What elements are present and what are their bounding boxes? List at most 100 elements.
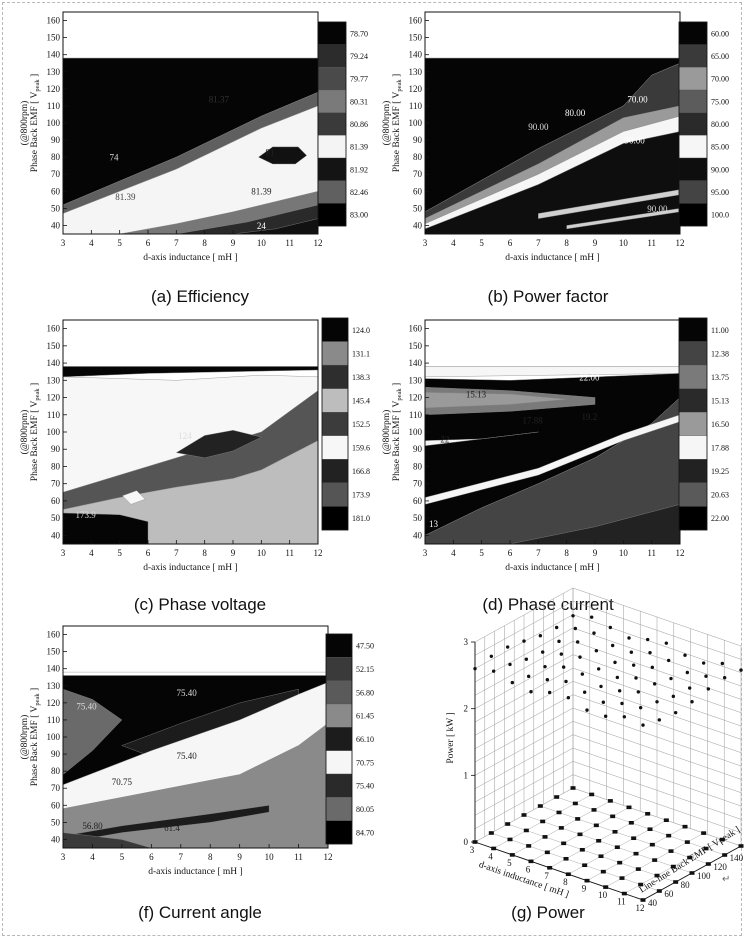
colorbar-label: 80.86	[350, 120, 368, 129]
x-axis-label: d-axis inductance [ mH ]	[505, 563, 599, 573]
grid-line	[572, 587, 742, 647]
contour-region	[176, 204, 318, 234]
colorbar-swatch	[325, 727, 353, 751]
floor-marker	[542, 835, 548, 839]
y-axis-label-main-text: Phase Back EMF [ V	[30, 705, 40, 786]
power-point	[564, 679, 568, 684]
floor-marker	[654, 873, 660, 878]
y-axis-label-main: Phase Back EMF [ Vpeak ]	[30, 688, 41, 786]
grid-line	[572, 707, 742, 767]
z-tick-label: 3	[464, 637, 469, 647]
power-point	[657, 718, 662, 722]
colorbar-swatch	[678, 459, 708, 484]
contour-label: 56.80	[82, 821, 103, 831]
colorbar-swatch	[321, 459, 349, 484]
depth-tick-label: 100	[697, 871, 711, 881]
power-point	[650, 665, 655, 670]
depth-tick-label: 80	[681, 880, 691, 890]
floor-marker	[577, 832, 583, 837]
colorbar-label: 145.4	[352, 396, 370, 405]
contour-region	[425, 131, 680, 234]
x-axis-label: d-axis inductance [ mH ]	[143, 253, 237, 263]
y-tick-label: 70	[51, 169, 61, 179]
floor-marker	[591, 808, 597, 812]
power-point	[634, 676, 638, 680]
grid-line	[474, 747, 574, 803]
power-point	[666, 658, 671, 663]
power-point	[669, 676, 673, 681]
contour-label: 19.2	[581, 412, 597, 422]
colorbar-label: 90.00	[711, 165, 729, 174]
colorbar-label: 22.00	[711, 514, 729, 523]
colorbar-swatch	[321, 506, 349, 531]
x-tick-label: 8	[202, 238, 207, 248]
y-tick-label: 60	[413, 496, 423, 506]
x-tick-label: 9	[582, 884, 587, 894]
z-tick-label: 1	[464, 770, 469, 780]
y-tick-label: 40	[51, 530, 61, 540]
colorbar-label: 15.13	[711, 396, 729, 405]
power-point	[739, 668, 743, 672]
y-tick-label: 140	[409, 50, 423, 60]
y-tick-label: 160	[47, 630, 61, 640]
y-tick-label: 140	[47, 664, 61, 674]
y-tick-label: 110	[47, 410, 61, 420]
y-tick-label: 80	[413, 461, 423, 471]
phase-current-plot-svg: 3 4 5 6 7 8 9 10 11 12 40 50 60 70 80 90 100 110 120 130 140…	[381, 317, 729, 573]
floor-marker	[619, 876, 625, 880]
colorbar-label: 56.80	[356, 688, 374, 697]
grid-line	[474, 774, 574, 829]
contour-region	[425, 366, 680, 378]
floor-marker	[537, 804, 543, 808]
floor-marker	[544, 850, 550, 855]
power-point	[615, 675, 620, 680]
power-point	[641, 723, 645, 727]
y-tick-label: 100	[47, 427, 61, 437]
y-axis-label-top: (@800rpm)	[19, 101, 30, 146]
contour-label: 74	[110, 153, 120, 163]
colorbar-frame	[678, 317, 708, 531]
floor-marker	[703, 846, 709, 851]
colorbar-label: 17.88	[711, 444, 729, 453]
x-tick-label: 10	[598, 890, 608, 900]
grid-line	[523, 814, 693, 874]
contour-label: 75.40	[76, 702, 97, 712]
power-caption: (g) Power	[511, 903, 585, 922]
power-point	[603, 714, 608, 718]
grid-line	[474, 681, 574, 736]
y-tick-label: 70	[413, 479, 423, 489]
contour-label: 22.00	[579, 372, 600, 382]
x-tick-label: 12	[676, 548, 685, 558]
y-tick-label: 120	[47, 84, 61, 94]
colorbar-label: 124.0	[352, 326, 370, 335]
power-point	[620, 701, 624, 706]
floor-marker	[584, 878, 590, 883]
power-point	[596, 667, 601, 671]
colorbar-swatch	[678, 112, 708, 136]
x-tick-label: 6	[508, 238, 513, 248]
power-point	[575, 640, 580, 644]
colorbar-swatch	[678, 482, 708, 507]
contour-region	[63, 626, 328, 673]
floor-marker	[491, 846, 497, 851]
floor-marker	[684, 840, 690, 844]
grid-line	[572, 654, 742, 713]
floor-marker	[670, 864, 676, 869]
contour-label: 70.75	[112, 777, 133, 787]
contour-label: 173.9	[76, 510, 97, 520]
power-point	[645, 637, 650, 642]
contour-label: 24	[257, 221, 267, 231]
y-tick-label: 140	[409, 358, 423, 368]
x-tick-label: 6	[508, 548, 513, 558]
colorbar-swatch	[325, 703, 353, 728]
colorbar-label: 52.15	[356, 665, 374, 674]
grid-line	[572, 601, 742, 660]
x-axis-label: d-axis inductance [ mH ]	[505, 253, 599, 263]
y-axis-label-main: Phase Back EMF [ Vpeak ]	[392, 383, 403, 481]
x-tick-label: 3	[470, 845, 475, 855]
power-point	[582, 690, 587, 694]
floor-marker	[505, 822, 511, 826]
x-tick-label: 6	[146, 548, 151, 558]
colorbar-label: 85.00	[711, 143, 729, 152]
floor-marker	[509, 853, 515, 857]
